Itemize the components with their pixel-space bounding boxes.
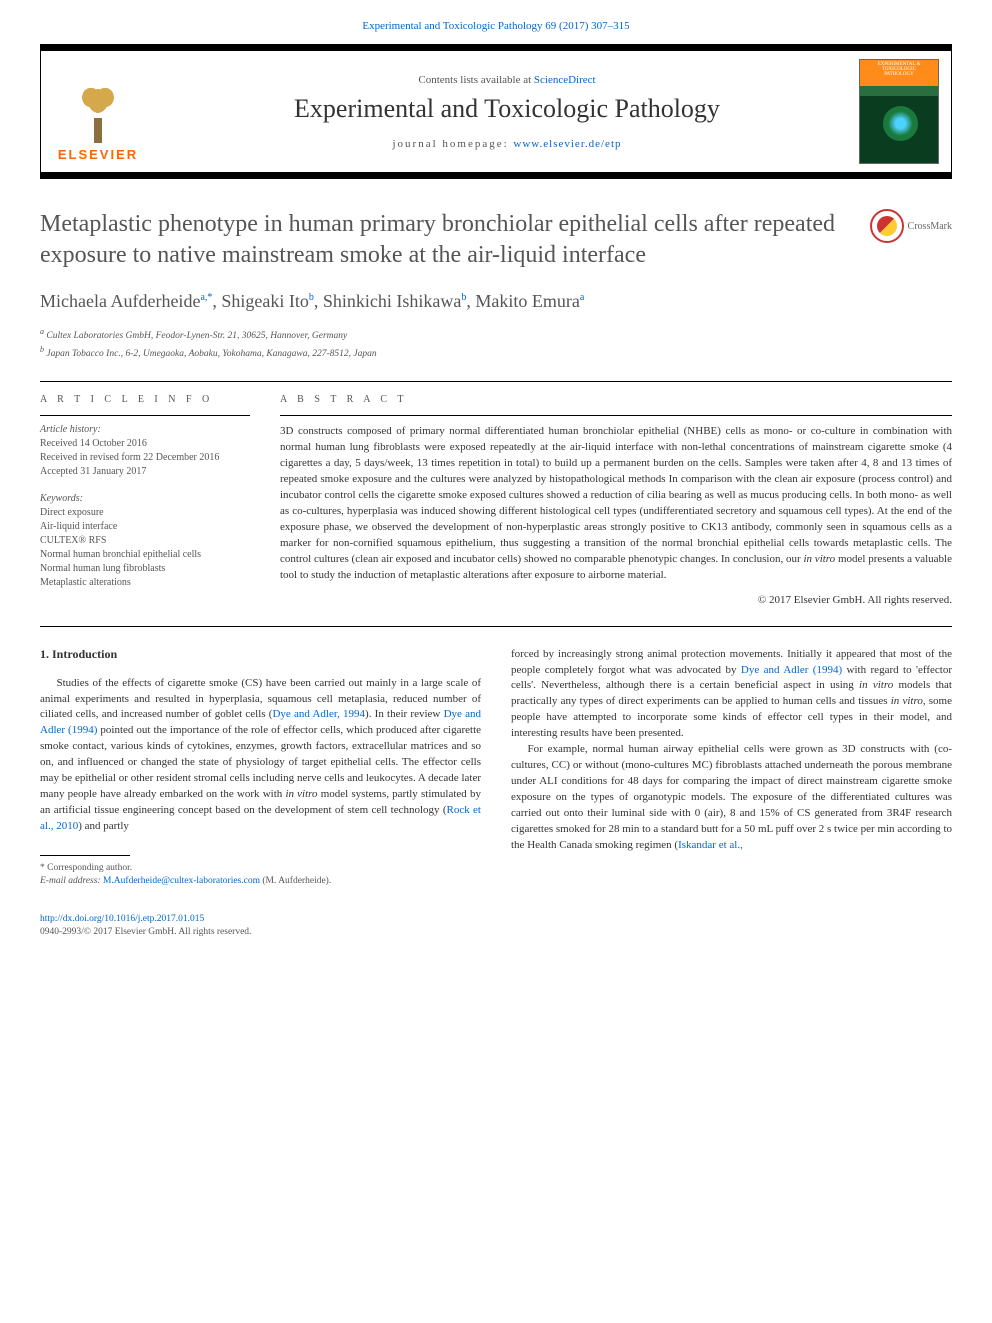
authors-line: Michaela Aufderheidea,*, Shigeaki Itob, …	[40, 291, 952, 312]
contents-line: Contents lists available at ScienceDirec…	[155, 74, 859, 86]
info-abstract-row: A R T I C L E I N F O Article history: R…	[40, 394, 952, 605]
doi-link[interactable]: http://dx.doi.org/10.1016/j.etp.2017.01.…	[40, 914, 204, 924]
body-col-right: forced by increasingly strong animal pro…	[511, 647, 952, 940]
email-footnote: E-mail address: M.Aufderheide@cultex-lab…	[40, 875, 481, 888]
journal-homepage: journal homepage: www.elsevier.de/etp	[155, 138, 859, 150]
history-accepted: Accepted 31 January 2017	[40, 465, 250, 479]
header-bar-bottom	[41, 172, 951, 178]
keyword-4: Normal human lung fibroblasts	[40, 562, 250, 576]
title-row: Metaplastic phenotype in human primary b…	[40, 209, 952, 271]
email-person: (M. Aufderheide).	[260, 876, 331, 886]
footer-info: http://dx.doi.org/10.1016/j.etp.2017.01.…	[40, 913, 481, 940]
keyword-1: Air-liquid interface	[40, 520, 250, 534]
keywords-header: Keywords:	[40, 493, 250, 504]
abstract-divider	[280, 415, 952, 416]
crossmark-badge[interactable]: CrossMark	[870, 209, 952, 243]
issn-line: 0940-2993/© 2017 Elsevier GmbH. All righ…	[40, 927, 251, 937]
keyword-3: Normal human bronchial epithelial cells	[40, 548, 250, 562]
crossmark-label: CrossMark	[908, 221, 952, 232]
affiliation-a: a a Cultex Laboratories GmbH, Feodor-Lyn…	[40, 326, 952, 343]
article-info-heading: A R T I C L E I N F O	[40, 394, 250, 405]
intro-para-3: For example, normal human airway epithel…	[511, 742, 952, 854]
elsevier-logo: ELSEVIER	[53, 62, 143, 162]
abstract-column: A B S T R A C T 3D constructs composed o…	[280, 394, 952, 605]
affiliation-b: b b Japan Tobacco Inc., 6-2, Umegaoka, A…	[40, 344, 952, 361]
homepage-link[interactable]: www.elsevier.de/etp	[513, 138, 621, 150]
citation-header: Experimental and Toxicologic Pathology 6…	[40, 20, 952, 32]
journal-cover-thumbnail: EXPERIMENTAL & TOXICOLOGIC PATHOLOGY	[859, 59, 939, 164]
keyword-0: Direct exposure	[40, 506, 250, 520]
abstract-heading: A B S T R A C T	[280, 394, 952, 405]
history-header: Article history:	[40, 424, 250, 435]
cover-title: EXPERIMENTAL & TOXICOLOGIC PATHOLOGY	[860, 60, 938, 79]
article-title: Metaplastic phenotype in human primary b…	[40, 209, 850, 271]
crossmark-icon	[870, 209, 904, 243]
homepage-label: journal homepage:	[392, 138, 513, 150]
intro-para-1: Studies of the effects of cigarette smok…	[40, 676, 481, 835]
header-content: ELSEVIER Contents lists available at Sci…	[41, 51, 951, 172]
keyword-2: CULTEX® RFS	[40, 534, 250, 548]
cover-art-icon	[883, 106, 918, 141]
divider-bottom	[40, 626, 952, 627]
contents-text: Contents lists available at	[418, 74, 533, 86]
history-received: Received 14 October 2016	[40, 437, 250, 451]
sciencedirect-link[interactable]: ScienceDirect	[534, 74, 596, 86]
body-col-left: 1. Introduction Studies of the effects o…	[40, 647, 481, 940]
intro-para-2: forced by increasingly strong animal pro…	[511, 647, 952, 743]
keyword-5: Metaplastic alterations	[40, 576, 250, 590]
article-info-column: A R T I C L E I N F O Article history: R…	[40, 394, 250, 605]
elsevier-tree-icon	[63, 73, 133, 143]
divider-top	[40, 381, 952, 382]
abstract-copyright: © 2017 Elsevier GmbH. All rights reserve…	[280, 594, 952, 606]
corresponding-footnote: * Corresponding author.	[40, 862, 481, 875]
header-center: Contents lists available at ScienceDirec…	[155, 74, 859, 150]
history-revised: Received in revised form 22 December 201…	[40, 451, 250, 465]
info-divider	[40, 415, 250, 416]
body-columns: 1. Introduction Studies of the effects o…	[40, 647, 952, 940]
email-link[interactable]: M.Aufderheide@cultex-laboratories.com	[103, 876, 260, 886]
footnote-divider	[40, 855, 130, 856]
journal-header-box: ELSEVIER Contents lists available at Sci…	[40, 44, 952, 179]
elsevier-label: ELSEVIER	[58, 147, 138, 162]
email-label: E-mail address:	[40, 876, 103, 886]
intro-heading: 1. Introduction	[40, 647, 481, 662]
citation-link[interactable]: Experimental and Toxicologic Pathology 6…	[362, 20, 629, 32]
abstract-text: 3D constructs composed of primary normal…	[280, 424, 952, 583]
journal-name: Experimental and Toxicologic Pathology	[155, 94, 859, 124]
affiliations: a a Cultex Laboratories GmbH, Feodor-Lyn…	[40, 326, 952, 361]
